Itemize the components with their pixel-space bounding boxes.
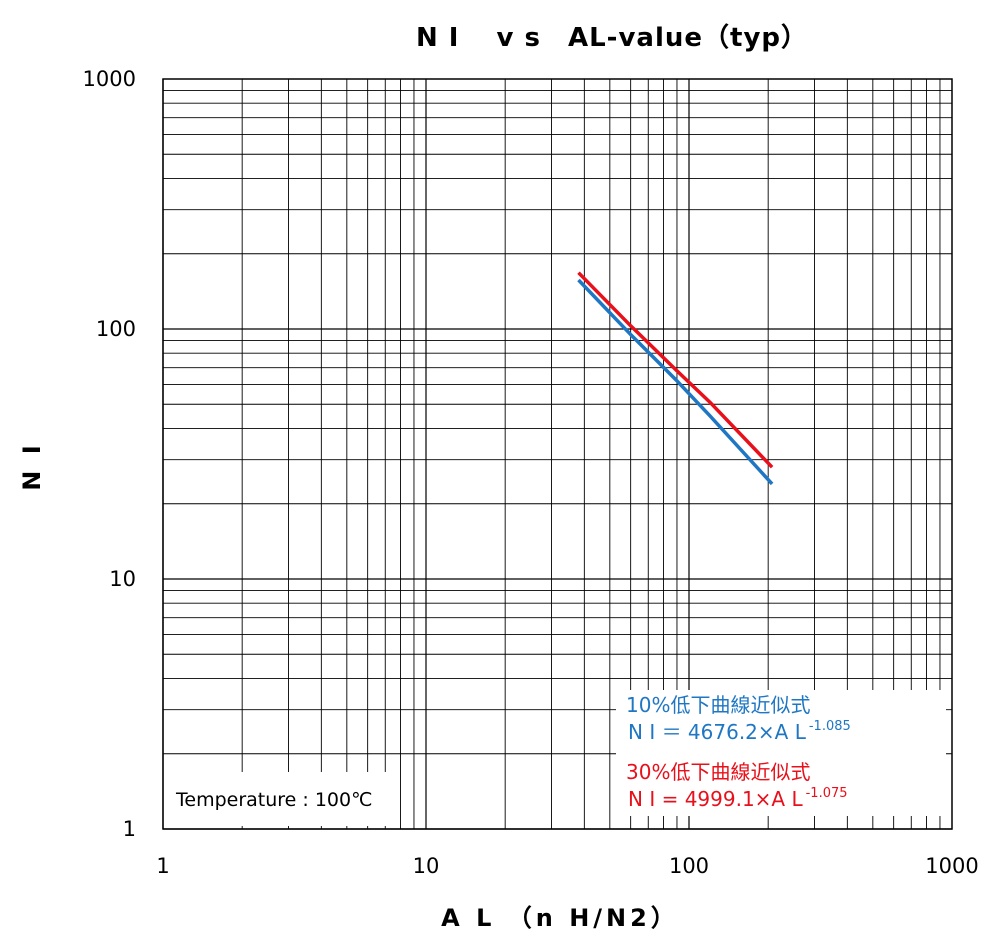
x-tick-label: 10 [413, 854, 440, 878]
x-tick-label: 1 [156, 854, 169, 878]
temperature-label: Temperature : 100℃ [175, 789, 372, 811]
x-tick-label: 100 [669, 854, 709, 878]
x-axis-title: A L （n H/N2） [441, 904, 679, 932]
blue-fit-label: 10%低下曲線近似式 [626, 693, 810, 717]
y-tick-label: 1000 [83, 67, 136, 91]
red-fit-equation: N I = 4999.1×A L -1.075 [628, 786, 848, 811]
y-tick-label: 100 [96, 317, 136, 341]
x-tick-label: 1000 [925, 854, 978, 878]
series-line-10pct [577, 278, 774, 486]
tick-labels: 1 10 100 1000 1 10 100 1000 [83, 67, 979, 878]
plot-frame [162, 78, 953, 830]
temperature-box [166, 772, 390, 826]
y-tick-label: 10 [109, 567, 136, 591]
y-tick-label: 1 [123, 817, 136, 841]
series-line-30pct [577, 271, 774, 469]
y-axis-title: N I [18, 441, 46, 490]
blue-fit-equation: N I ＝ 4676.2×A L -1.085 [628, 719, 851, 744]
red-fit-label: 30%低下曲線近似式 [626, 760, 810, 784]
chart-title: N I v s AL-value（typ） [416, 23, 808, 53]
series-layer [577, 271, 774, 486]
equation-box [616, 690, 946, 816]
